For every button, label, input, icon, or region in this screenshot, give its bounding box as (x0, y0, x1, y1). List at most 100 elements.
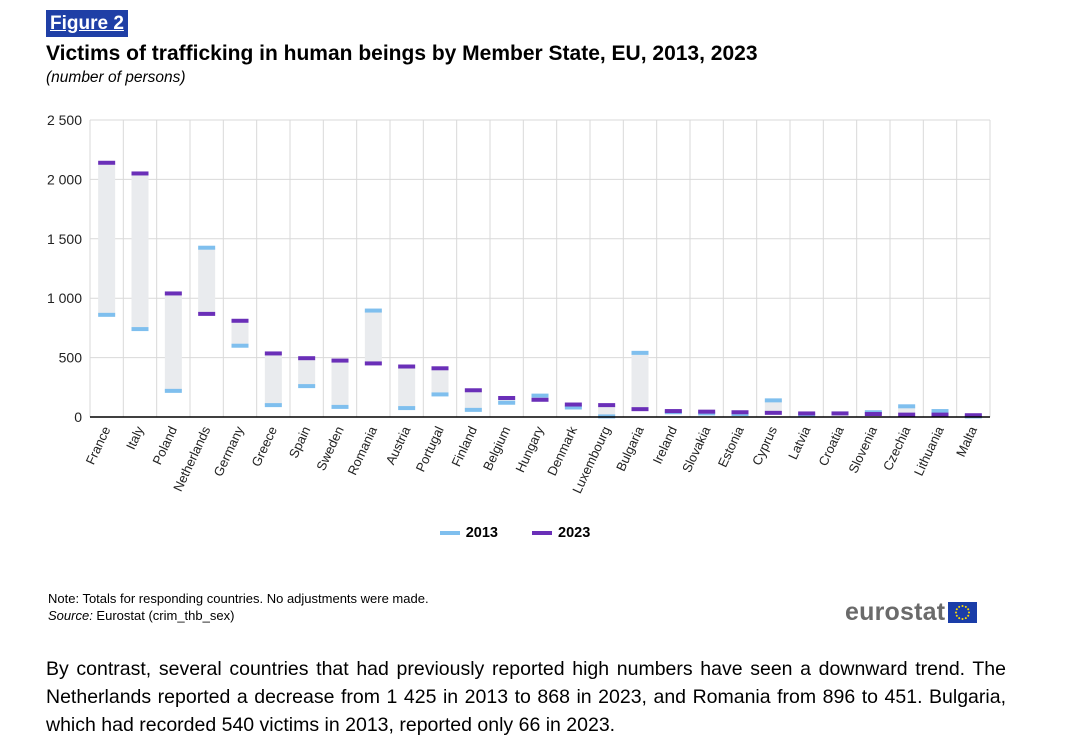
x-category-label: Slovakia (679, 423, 714, 475)
marker-2013 (298, 384, 316, 389)
x-category-label: Italy (123, 423, 147, 451)
marker-2013 (464, 407, 482, 412)
chart-title: Victims of trafficking in human beings b… (46, 42, 758, 65)
range-band (231, 320, 249, 346)
y-tick-label: 1 500 (47, 231, 82, 247)
marker-2023 (498, 395, 516, 400)
marker-2023 (464, 388, 482, 393)
x-category-label: Bulgaria (613, 423, 647, 473)
marker-2013 (164, 388, 182, 393)
source-line: Source: Eurostat (crim_thb_sex) (48, 607, 429, 624)
marker-2013 (564, 405, 582, 410)
legend-item-2013[interactable]: 2013 (439, 525, 498, 541)
x-category-label: Austria (383, 423, 414, 467)
logo-text: eurostat (845, 598, 946, 626)
range-band (331, 360, 349, 407)
marker-2023 (664, 409, 682, 414)
x-category-label: Sweden (313, 424, 346, 473)
marker-2013 (531, 393, 549, 398)
range-band (631, 352, 649, 410)
x-category-label: Hungary (512, 423, 547, 474)
marker-2013 (898, 404, 916, 409)
x-category-label: Spain (286, 424, 314, 460)
legend: 2013 2023 (0, 525, 1030, 541)
marker-2023 (731, 410, 749, 415)
legend-item-2023[interactable]: 2023 (532, 525, 590, 541)
range-band (531, 395, 549, 400)
range-chart: 0 500 1 000 1 500 2 000 2 500 France Italy Polan… (47, 112, 991, 496)
marker-2013 (631, 350, 649, 355)
x-category-label: Czechia (880, 423, 914, 473)
marker-2013 (198, 245, 216, 250)
x-category-label: France (83, 424, 114, 467)
marker-2023 (331, 358, 349, 363)
marker-2023 (264, 351, 282, 356)
marker-2023 (931, 412, 949, 417)
legend-swatch-2023 (532, 531, 552, 535)
marker-2023 (898, 412, 916, 417)
x-category-label: Greece (248, 424, 280, 469)
y-tick-label: 2 500 (47, 112, 82, 128)
range-band (898, 406, 916, 415)
legend-label-2013: 2013 (465, 525, 498, 541)
marker-2023 (698, 409, 716, 414)
note-text: Note: Totals for responding countries. N… (48, 591, 429, 606)
marker-2023 (764, 410, 782, 415)
marker-2023 (398, 364, 416, 369)
marker-2013 (398, 406, 416, 411)
x-category-label: Malta (953, 423, 980, 459)
source-text: Eurostat (crim_thb_sex) (92, 608, 235, 623)
marker-2013 (98, 312, 116, 317)
range-band (198, 247, 216, 314)
marker-2023 (631, 407, 649, 412)
range-band (131, 173, 149, 330)
marker-2023 (198, 311, 216, 316)
marker-2023 (298, 356, 316, 361)
marker-2023 (431, 366, 449, 371)
marker-2013 (131, 327, 149, 332)
marker-2013 (331, 404, 349, 409)
x-category-label: Lithuania (911, 423, 947, 478)
range-band (398, 366, 416, 409)
x-category-label: Croatia (815, 423, 847, 468)
x-category-label: Ireland (650, 424, 680, 466)
marker-2023 (131, 171, 149, 176)
marker-2023 (164, 291, 182, 296)
body-paragraph: By contrast, several countries that had … (46, 658, 1006, 736)
marker-2023 (798, 411, 816, 416)
x-category-label: Germany (211, 423, 247, 478)
marker-2013 (364, 308, 382, 313)
marker-2013 (264, 403, 282, 408)
marker-2023 (564, 402, 582, 407)
marker-2013 (498, 400, 516, 405)
x-category-label: Latvia (785, 423, 814, 461)
x-category-label: Portugal (413, 424, 447, 474)
marker-2023 (598, 403, 616, 408)
marker-2023 (364, 361, 382, 366)
y-tick-label: 0 (74, 409, 82, 425)
figure-label: Figure 2 (46, 10, 128, 37)
range-band (764, 400, 782, 413)
marker-2013 (231, 343, 249, 348)
range-band (164, 293, 182, 391)
x-category-label: Belgium (480, 424, 513, 473)
marker-2013 (764, 398, 782, 403)
marker-2023 (864, 412, 882, 417)
x-category-label: Slovenia (845, 423, 880, 475)
marker-2023 (531, 397, 549, 402)
y-tick-label: 1 000 (47, 290, 82, 306)
marker-2013 (431, 392, 449, 397)
marker-2023 (964, 413, 982, 418)
x-category-label: Denmark (544, 423, 580, 478)
range-band (298, 358, 316, 387)
marker-2013 (931, 409, 949, 414)
source-label: Source: (48, 608, 93, 623)
range-band (98, 162, 116, 315)
marker-2023 (231, 318, 249, 323)
marker-2023 (98, 160, 116, 165)
legend-label-2023: 2023 (558, 525, 591, 541)
y-tick-label: 2 000 (47, 171, 82, 187)
range-band (464, 390, 482, 410)
range-band (264, 353, 282, 406)
x-category-label: Estonia (715, 423, 747, 469)
